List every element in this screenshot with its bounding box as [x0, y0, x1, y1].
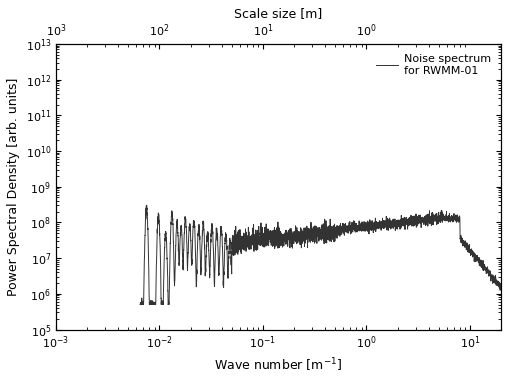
Noise spectrum
for RWMM-01	[236, 247, 242, 251]
X-axis label: Wave number [m$^{-1}$]: Wave number [m$^{-1}$]	[214, 357, 342, 374]
Noise spectrum
for RWMM-01	[460, 244, 466, 248]
Legend: Noise spectrum
for RWMM-01: Noise spectrum for RWMM-01	[372, 50, 495, 80]
Noise spectrum
for RWMM-01	[211, 284, 217, 289]
Noise spectrum
for RWMM-01	[416, 218, 422, 223]
Noise spectrum
for RWMM-01	[137, 302, 143, 307]
Noise spectrum
for RWMM-01	[242, 234, 248, 239]
Line: Noise spectrum
for RWMM-01: Noise spectrum for RWMM-01	[140, 205, 501, 304]
Y-axis label: Power Spectral Density [arb. units]: Power Spectral Density [arb. units]	[7, 78, 20, 296]
Noise spectrum
for RWMM-01	[498, 285, 504, 289]
Noise spectrum
for RWMM-01	[218, 229, 224, 233]
X-axis label: Scale size [m]: Scale size [m]	[234, 7, 323, 20]
Noise spectrum
for RWMM-01	[144, 203, 150, 208]
